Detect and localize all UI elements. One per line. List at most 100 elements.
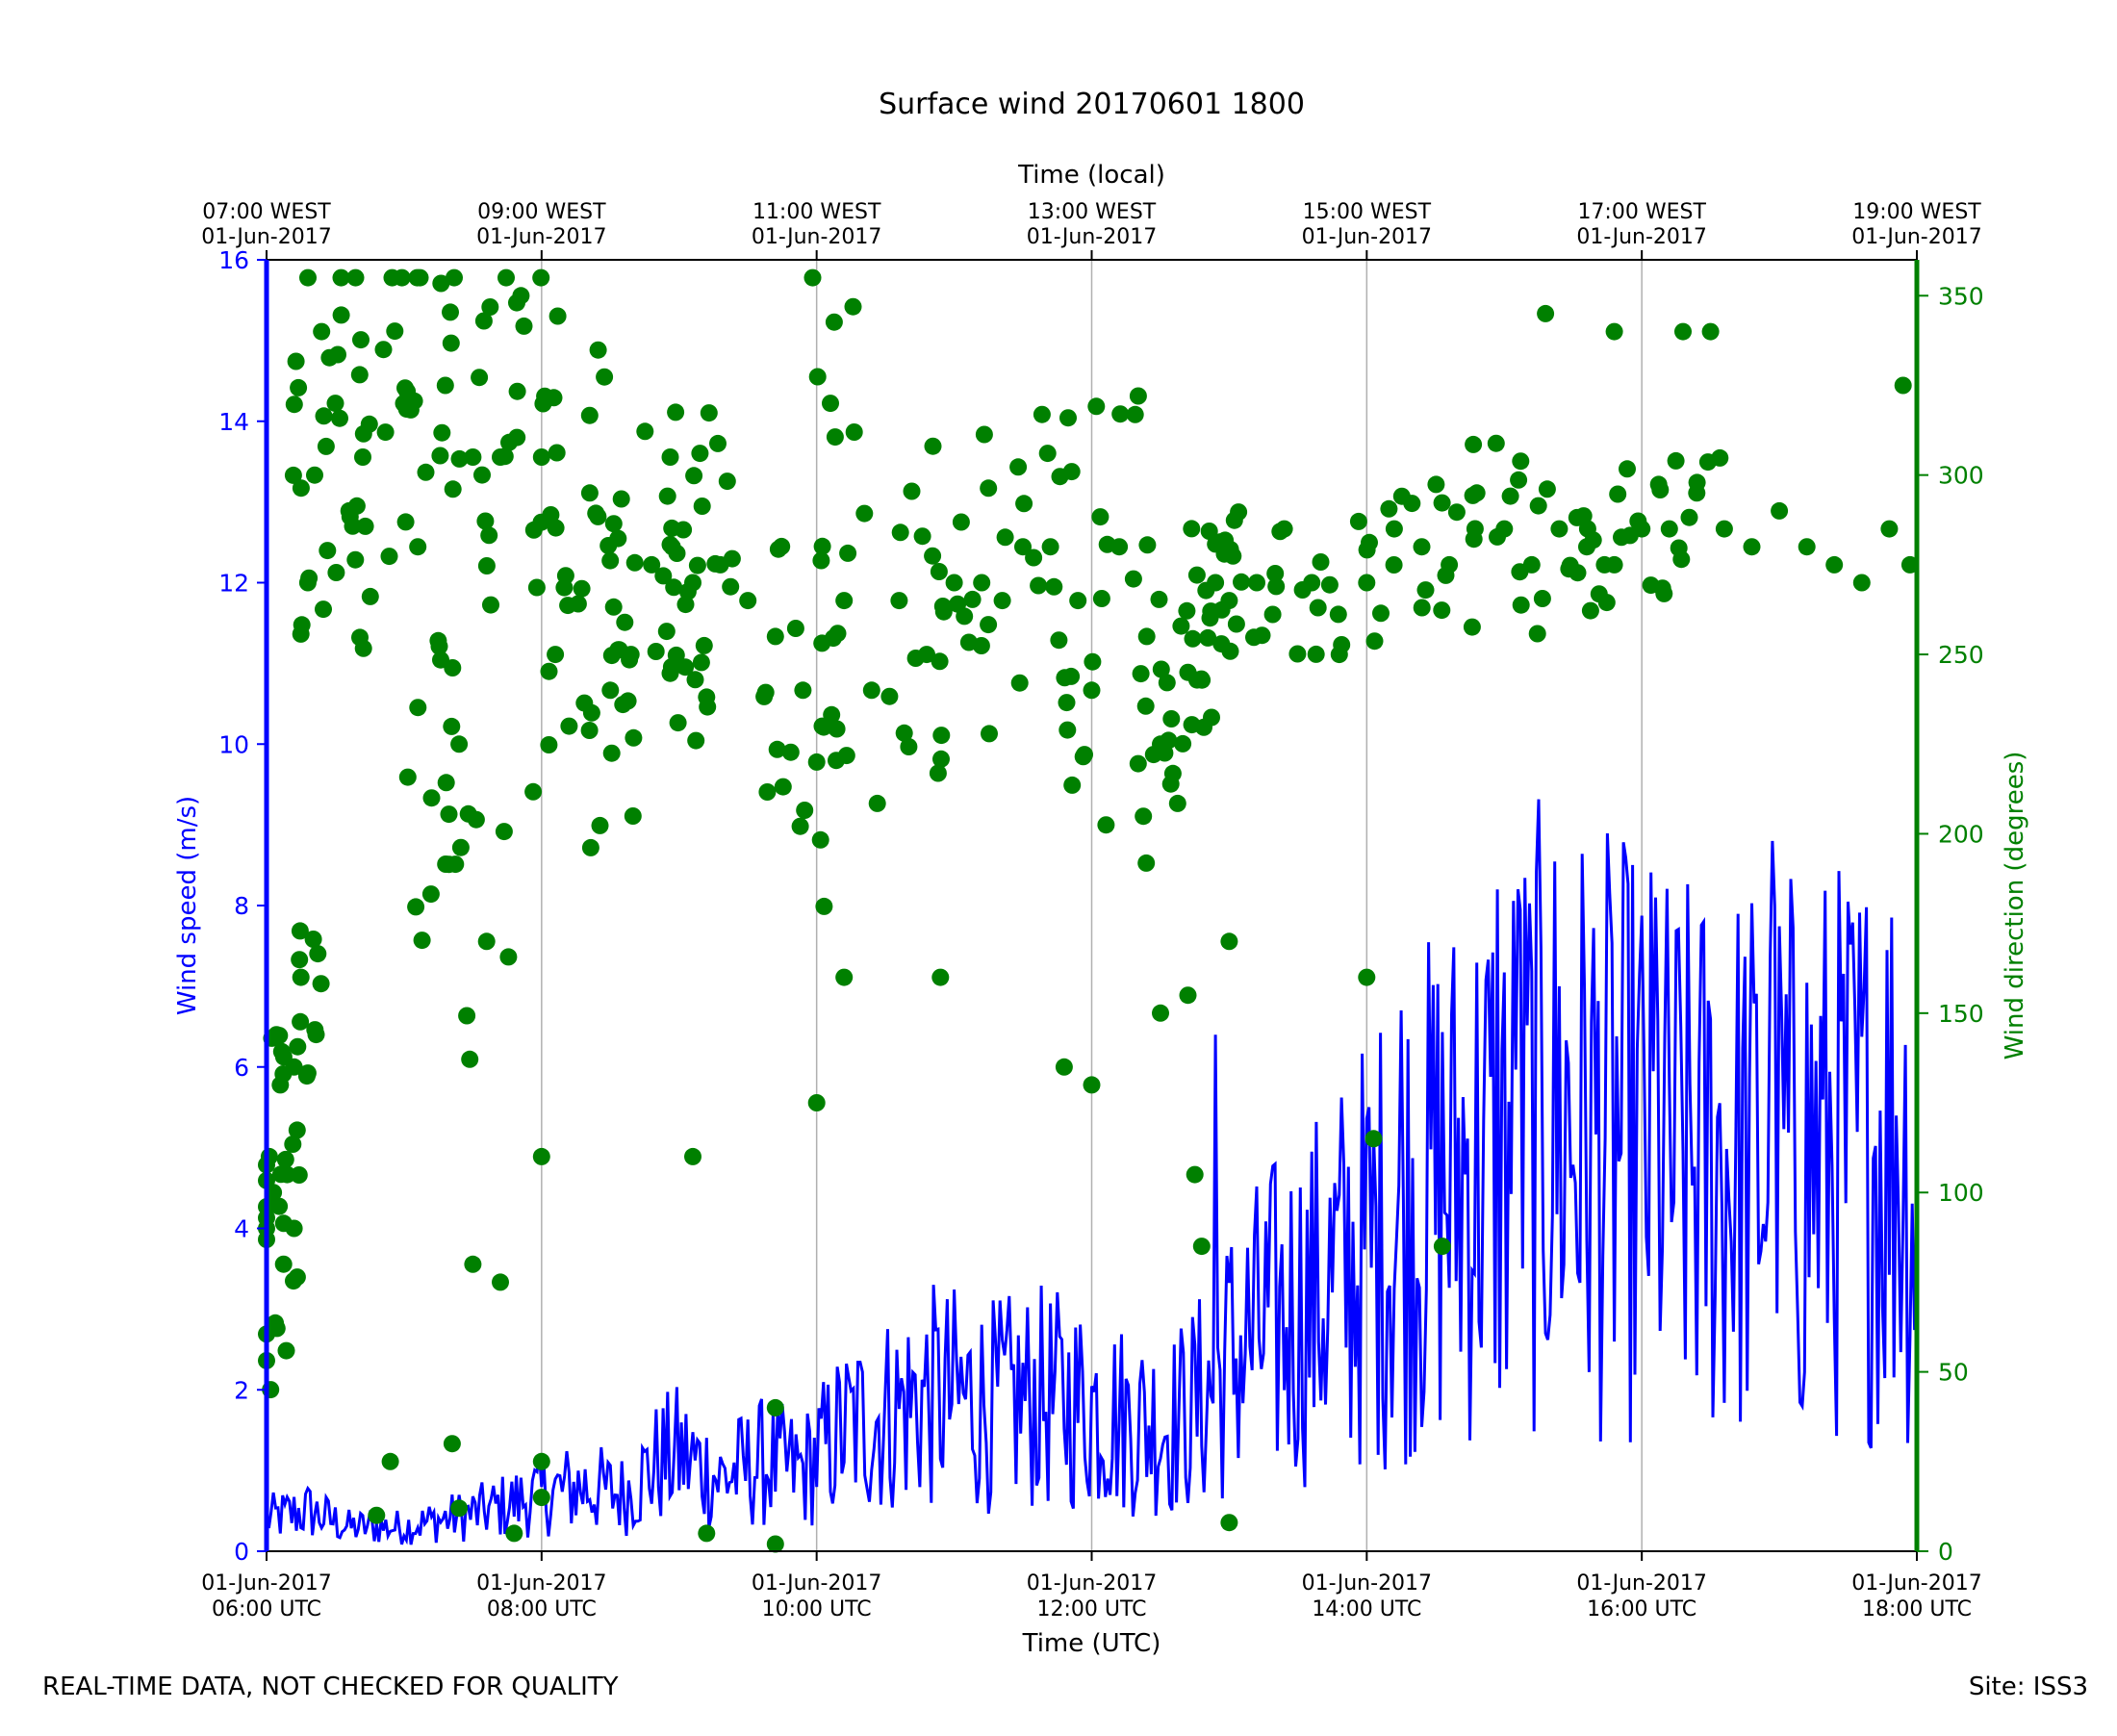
wind-direction-point <box>766 1398 784 1417</box>
wind-direction-point <box>862 681 880 700</box>
wind-direction-point <box>601 681 620 700</box>
wind-direction-point <box>277 1341 295 1360</box>
wind-direction-point <box>661 664 679 682</box>
wind-direction-point <box>1688 473 1706 492</box>
wind-direction-point <box>288 1121 306 1139</box>
wind-direction-point <box>906 650 925 667</box>
wind-direction-point <box>1574 507 1593 525</box>
wind-direction-point <box>1124 570 1142 588</box>
wind-direction-point <box>524 782 543 801</box>
y-right-label: Wind direction (degrees) <box>2001 752 2029 1060</box>
wind-direction-point <box>667 403 685 421</box>
wind-direction-point <box>450 1499 469 1518</box>
wind-direction-point <box>442 334 460 352</box>
wind-direction-point <box>515 317 533 335</box>
wind-direction-point <box>900 738 918 755</box>
wind-direction-point <box>803 268 822 287</box>
wind-direction-point <box>766 1535 784 1553</box>
wind-direction-point <box>350 366 369 384</box>
wind-direction-point <box>698 688 716 706</box>
wind-direction-point <box>1511 563 1529 581</box>
wind-direction-point <box>678 582 697 600</box>
x-tick-label-time: 18:00 UTC <box>1862 1597 1972 1621</box>
wind-direction-point <box>411 268 429 287</box>
wind-direction-point <box>929 764 947 782</box>
wind-direction-point <box>346 268 365 287</box>
wind-direction-point <box>401 400 420 419</box>
y-right-tick-label: 150 <box>1938 1000 1984 1028</box>
wind-direction-point <box>1168 794 1186 812</box>
wind-direction-point <box>464 1255 482 1273</box>
wind-direction-point <box>508 428 526 447</box>
wind-direction-point <box>532 448 550 466</box>
wind-direction-point <box>440 805 458 824</box>
wind-direction-point <box>380 548 398 566</box>
wind-direction-point <box>661 535 679 553</box>
y-left-tick-label: 6 <box>234 1054 249 1082</box>
wind-direction-point <box>1413 538 1431 556</box>
wind-direction-point <box>559 597 577 615</box>
wind-direction-point <box>855 504 874 523</box>
x-tick-label-date: 01-Jun-2017 <box>752 1571 881 1596</box>
wind-direction-point <box>396 513 415 531</box>
wind-direction-point <box>547 519 565 537</box>
wind-direction-point <box>1538 480 1556 498</box>
wind-direction-point <box>665 578 683 597</box>
wind-direction-point <box>540 662 558 680</box>
wind-direction-point <box>1307 645 1325 663</box>
wind-direction-point <box>685 467 703 485</box>
wind-direction-point <box>945 574 963 592</box>
wind-direction-point <box>930 563 948 580</box>
y-right-tick-label: 350 <box>1938 282 1984 310</box>
wind-direction-point <box>1186 1165 1204 1184</box>
wind-direction-point <box>1392 487 1411 505</box>
wind-direction-point <box>351 628 369 647</box>
wind-direction-point <box>1655 584 1673 602</box>
y-left-tick-label: 10 <box>218 730 249 758</box>
wind-direction-point <box>285 1272 302 1290</box>
wind-direction-point <box>386 322 404 341</box>
wind-direction-point <box>1195 718 1212 736</box>
wind-direction-point <box>540 736 558 753</box>
wind-direction-point <box>952 513 970 531</box>
wind-direction-point <box>582 703 600 722</box>
wind-direction-point <box>306 466 323 484</box>
wind-direction-point <box>437 774 455 792</box>
wind-direction-point <box>643 555 661 574</box>
wind-direction-point <box>464 448 482 466</box>
wind-direction-point <box>1680 508 1698 526</box>
wind-direction-point <box>1045 577 1063 596</box>
wind-direction-point <box>1309 599 1327 617</box>
wind-direction-point <box>604 515 623 533</box>
wind-direction-point <box>844 297 862 316</box>
wind-direction-point <box>290 1166 308 1184</box>
wind-direction-point <box>580 406 599 424</box>
wind-direction-point <box>292 479 310 498</box>
wind-direction-point <box>461 1050 479 1068</box>
wind-direction-point <box>1227 615 1245 633</box>
wind-direction-point <box>477 557 496 574</box>
wind-direction-point <box>309 945 327 963</box>
wind-direction-point <box>601 551 620 570</box>
wind-direction-point <box>825 313 843 331</box>
wind-direction-point <box>1092 590 1110 607</box>
wind-direction-point <box>1537 304 1555 322</box>
wind-direction-point <box>1372 604 1390 623</box>
wind-direction-point <box>1200 523 1218 540</box>
wind-direction-point <box>811 830 829 849</box>
wind-direction-point <box>560 717 578 735</box>
wind-direction-point <box>722 577 740 596</box>
wind-direction-point <box>996 528 1014 547</box>
wind-direction-point <box>1162 710 1181 728</box>
wind-direction-point <box>813 634 831 652</box>
wind-direction-point <box>1312 553 1330 571</box>
wind-direction-point <box>1465 435 1483 453</box>
wind-direction-point <box>274 1255 293 1273</box>
wind-direction-point <box>1293 581 1312 599</box>
wind-direction-point <box>1025 549 1043 567</box>
wind-direction-point <box>1642 576 1660 595</box>
wind-direction-point <box>1038 445 1057 463</box>
y-right-tick-label: 100 <box>1938 1179 1984 1207</box>
x-tick-label-time: 16:00 UTC <box>1587 1597 1696 1621</box>
